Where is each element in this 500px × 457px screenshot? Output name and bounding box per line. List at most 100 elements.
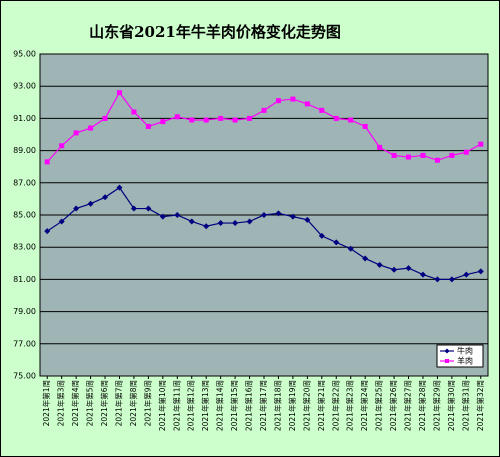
marker	[289, 213, 296, 220]
marker	[159, 213, 166, 220]
x-tick-label: 2021年第29周	[431, 380, 441, 431]
x-tick-label: 2021年第32周	[475, 380, 485, 431]
marker	[478, 141, 484, 147]
marker	[448, 276, 455, 283]
x-tick-label: 2021年第11周	[171, 380, 181, 431]
marker	[59, 143, 65, 149]
marker	[44, 159, 50, 165]
marker	[449, 152, 455, 158]
marker	[116, 90, 122, 96]
marker	[217, 220, 224, 227]
x-tick-label: 2021年第10周	[157, 380, 167, 431]
marker	[347, 245, 354, 252]
marker	[275, 98, 281, 104]
marker	[434, 276, 441, 283]
marker	[203, 223, 210, 230]
y-tick-label: 87.00	[13, 178, 36, 187]
marker	[88, 125, 94, 131]
marker	[174, 212, 181, 218]
x-tick-label: 2021年第12周	[186, 380, 196, 431]
y-tick-label: 89.00	[13, 146, 36, 155]
x-tick-label: 2021年第13周	[200, 380, 210, 431]
y-tick-label: 85.00	[13, 211, 36, 220]
marker	[376, 261, 383, 268]
marker	[406, 154, 412, 160]
y-tick-label: 93.00	[13, 82, 36, 91]
marker	[419, 271, 426, 278]
marker	[261, 107, 267, 113]
x-tick-label: 2021年第5周	[85, 380, 95, 426]
y-tick-label: 77.00	[13, 339, 36, 348]
y-tick-label: 75.00	[13, 372, 36, 381]
marker	[130, 205, 137, 212]
marker	[377, 144, 383, 150]
x-tick-label: 2021年第20周	[301, 380, 311, 431]
marker	[73, 130, 79, 136]
marker	[58, 218, 65, 225]
marker	[189, 117, 195, 123]
marker	[232, 220, 239, 227]
marker	[333, 115, 339, 121]
x-tick-label: 2021年第19周	[287, 380, 297, 431]
marker	[188, 218, 195, 225]
marker	[160, 119, 166, 125]
marker	[87, 200, 94, 207]
marker	[304, 216, 311, 223]
marker	[391, 266, 398, 273]
y-tick-label: 83.00	[13, 243, 36, 252]
marker	[246, 218, 253, 225]
marker	[348, 117, 354, 123]
marker	[477, 268, 484, 275]
legend-label: 牛肉	[457, 346, 473, 356]
y-tick-label: 81.00	[13, 275, 36, 284]
x-tick-label: 2021年第15周	[229, 380, 239, 431]
marker	[145, 123, 151, 129]
marker	[218, 115, 224, 121]
marker	[290, 96, 296, 102]
marker	[405, 265, 412, 272]
x-tick-label: 2021年第14周	[215, 380, 225, 431]
marker	[116, 184, 123, 191]
x-tick-label: 2021年第30周	[446, 380, 456, 431]
x-tick-label: 2021年第7周	[113, 380, 123, 426]
marker	[73, 205, 80, 212]
marker	[319, 107, 325, 113]
x-tick-label: 2021年第31周	[460, 380, 470, 431]
x-tick-label: 2021年第25周	[374, 380, 384, 431]
x-tick-label: 2021年第24周	[359, 380, 369, 431]
x-tick-label: 2021年第18周	[272, 380, 282, 431]
x-tick-label: 2021年第17周	[258, 380, 268, 431]
x-tick-label: 2021年第22周	[330, 380, 340, 431]
marker	[391, 152, 397, 158]
x-tick-label: 2021年第4周	[70, 380, 80, 426]
x-tick-label: 2021年第21周	[316, 380, 326, 431]
marker	[275, 210, 282, 217]
marker	[333, 239, 340, 246]
legend-label: 羊肉	[457, 356, 473, 366]
y-tick-label: 91.00	[13, 114, 36, 123]
legend-marker	[445, 359, 449, 363]
x-tick-label: 2021年第27周	[403, 380, 413, 431]
marker	[203, 117, 209, 123]
marker	[131, 109, 137, 115]
x-tick-label: 2021年第9周	[142, 380, 152, 426]
marker	[362, 255, 369, 262]
x-tick-label: 2021年第8周	[128, 380, 138, 426]
marker	[102, 115, 108, 121]
marker	[232, 117, 238, 123]
marker	[44, 228, 51, 235]
chart-title: 山东省2021年牛羊肉价格变化走势图	[89, 23, 341, 41]
marker	[318, 232, 325, 239]
x-tick-label: 2021年第3周	[56, 380, 66, 426]
marker	[145, 205, 152, 212]
y-tick-label: 95.00	[13, 50, 36, 59]
x-tick-label: 2021年第16周	[244, 380, 254, 431]
marker	[463, 149, 469, 155]
legend-marker	[444, 348, 450, 354]
marker	[102, 194, 109, 201]
marker	[304, 101, 310, 107]
marker	[362, 123, 368, 129]
marker	[463, 271, 470, 278]
marker	[247, 115, 253, 121]
